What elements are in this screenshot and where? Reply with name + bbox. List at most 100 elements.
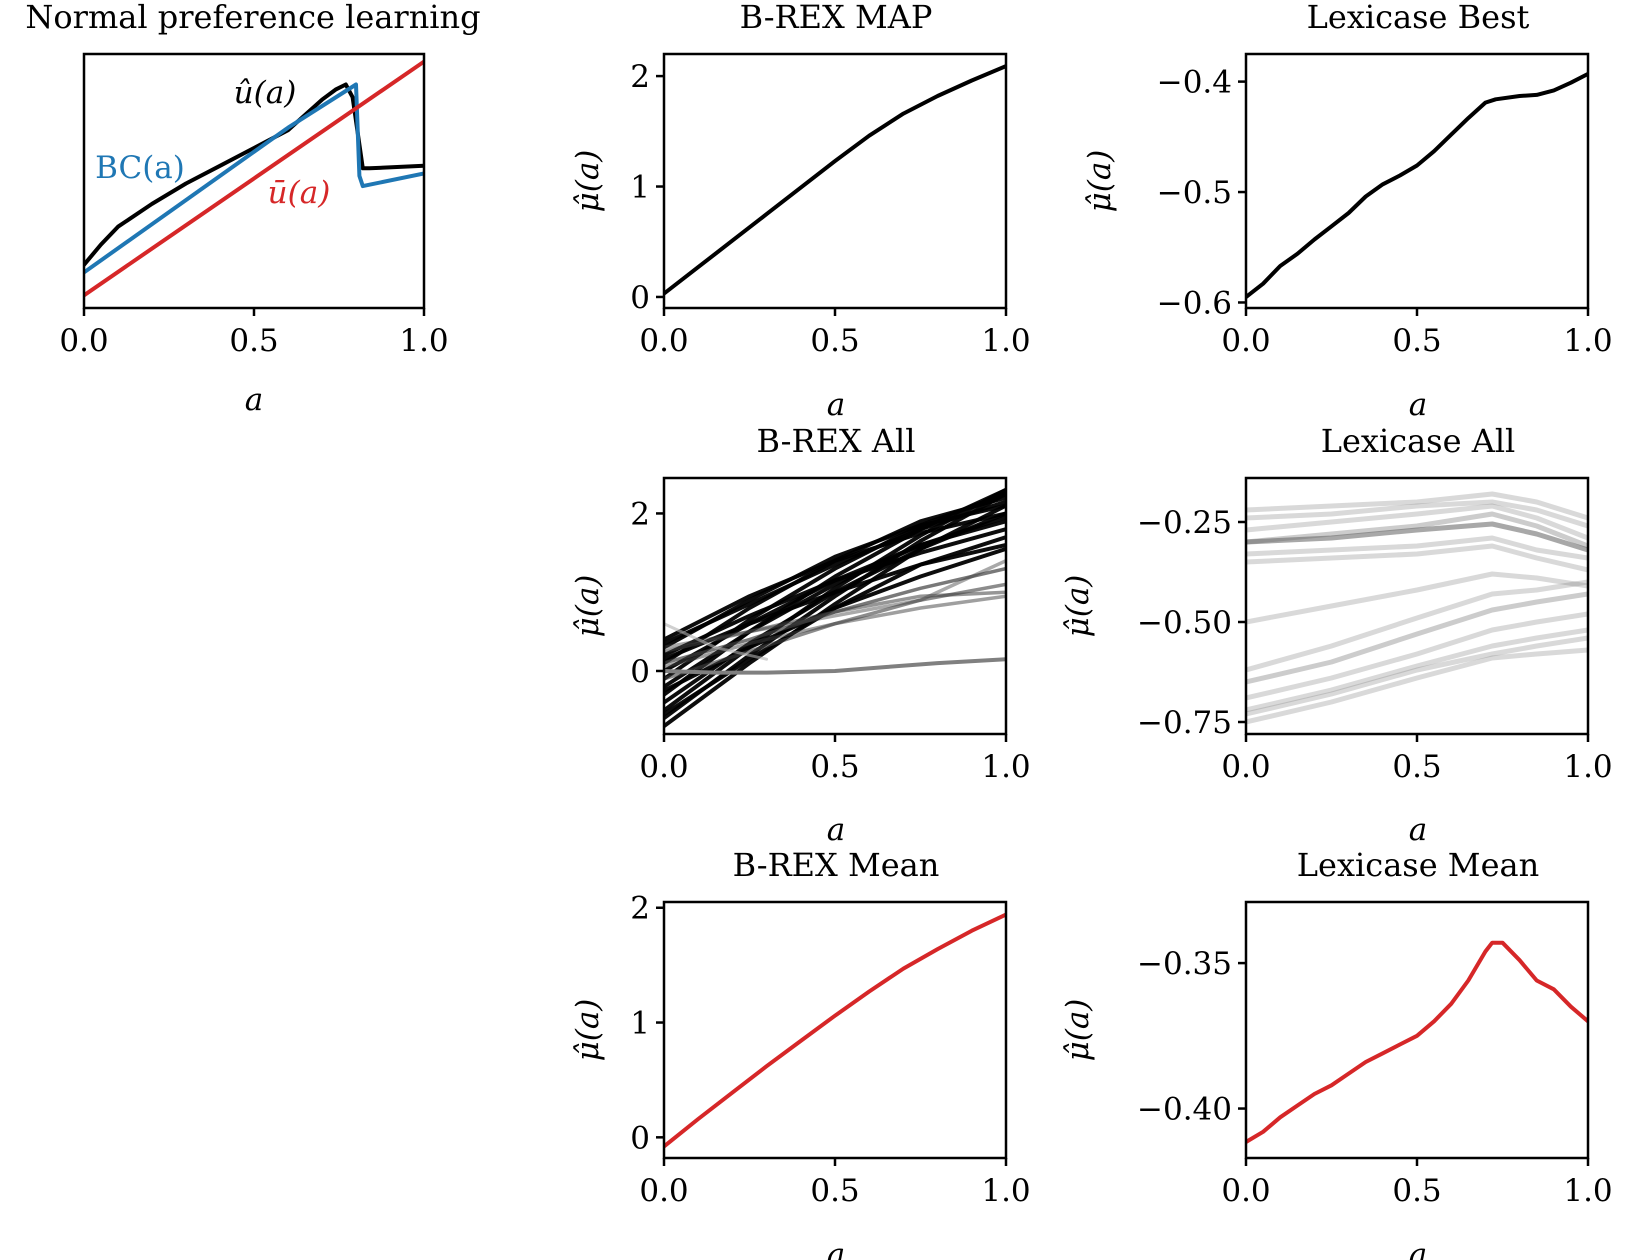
series-line-1 [1246, 71, 1588, 299]
series-line-20 [664, 594, 1006, 669]
series-line-12 [664, 527, 1006, 658]
x-axis-label: a [1409, 387, 1427, 423]
x-tick-label: 0.5 [1392, 1173, 1441, 1209]
y-tick-label: 2 [630, 891, 650, 927]
series-line-8 [1246, 571, 1588, 625]
series-line-9 [1246, 579, 1588, 673]
x-tick-label: 0.5 [1392, 749, 1441, 785]
series-line-10 [1246, 591, 1588, 685]
x-tick-label: 1.0 [1563, 323, 1612, 359]
series-line-2 [1246, 499, 1588, 529]
x-tick-label: 1.0 [1563, 749, 1612, 785]
uhat-annotation: û(a) [234, 75, 297, 111]
series-group [84, 59, 424, 298]
panel-title: B-REX Mean [733, 846, 940, 884]
series-group [664, 487, 1006, 729]
y-tick-label: −0.5 [1157, 175, 1232, 211]
y-tick-label: −0.25 [1137, 505, 1232, 541]
y-tick-label: −0.6 [1157, 285, 1232, 321]
panel-brex-all: B-REX All 0.0 0.5 1.0 0 2 a μ̂(a) [570, 422, 1031, 848]
series-line-12 [1246, 627, 1588, 713]
x-axis-label: a [827, 1237, 845, 1260]
series-group [664, 912, 1006, 1149]
panel-title: Lexicase Best [1307, 0, 1530, 36]
plot-area: 0.0 0.5 1.0 [59, 52, 449, 359]
x-tick-label: 0.0 [1221, 1173, 1270, 1209]
x-tick-label: 0.0 [59, 323, 108, 359]
x-tick-label: 0.0 [1221, 323, 1270, 359]
x-tick-label: 1.0 [981, 323, 1030, 359]
x-tick-label: 0.0 [639, 1173, 688, 1209]
series-line-16 [664, 499, 1006, 646]
x-tick-label: 0.0 [1221, 749, 1270, 785]
x-tick-label: 0.5 [229, 323, 278, 359]
plot-frame [662, 52, 1008, 310]
plot-area: 0.0 0.5 1.0 0 2 [630, 476, 1031, 785]
y-tick-label: −0.50 [1137, 605, 1232, 641]
series-line-1 [1246, 491, 1588, 521]
panel-lex-all: Lexicase All 0.0 0.5 1.0−0.75−0.50−0.25 a … [1060, 422, 1613, 848]
x-tick-label: 0.5 [810, 323, 859, 359]
ubar-annotation: ū(a) [268, 175, 331, 211]
y-axis-label: μ̂(a) [570, 575, 606, 638]
series-line-1 [1246, 940, 1588, 1144]
plot-area: 0.0 0.5 1.0 −0.6 −0.5 −0.4 [1157, 52, 1613, 359]
series-line-8 [664, 511, 1006, 642]
series-line-1 [664, 64, 1006, 296]
panel-title: Lexicase All [1321, 422, 1516, 460]
panel-title: Lexicase Mean [1297, 846, 1539, 884]
x-tick-label: 0.0 [639, 323, 688, 359]
panel-brex-map: B-REX MAP 0.0 0.5 1.0 0 1 2 a μ̂(a) [570, 0, 1031, 423]
series-group [1246, 71, 1588, 299]
x-tick-label: 0.5 [1392, 323, 1441, 359]
y-tick-label: 0 [630, 654, 650, 690]
y-axis-label: μ̂(a) [1082, 150, 1118, 213]
x-tick-label: 1.0 [981, 749, 1030, 785]
series-group [664, 64, 1006, 296]
x-tick-label: 0.0 [639, 749, 688, 785]
series-line-3 [1246, 503, 1588, 541]
panel-lex-best: Lexicase Best 0.0 0.5 1.0 −0.6 −0.5 −0.4 a μ̂… [1082, 0, 1613, 423]
series-line-11 [1246, 611, 1588, 701]
plot-area: 0.0 0.5 1.0 0 1 2 [630, 891, 1030, 1209]
x-axis-label: a [1409, 1237, 1427, 1260]
series-line-3 [84, 59, 424, 298]
y-axis-label: μ̂(a) [1060, 575, 1096, 638]
y-tick-label: −0.35 [1137, 946, 1232, 982]
panel-title: B-REX All [757, 422, 916, 460]
x-tick-label: 1.0 [1563, 1173, 1612, 1209]
x-tick-label: 0.5 [810, 1173, 859, 1209]
y-tick-label: 1 [630, 170, 650, 206]
x-axis-label: a [245, 382, 263, 418]
y-axis-label: μ̂(a) [570, 999, 606, 1062]
bc-annotation: BC(a) [95, 150, 185, 186]
y-tick-label: 1 [630, 1006, 650, 1042]
x-tick-label: 0.5 [810, 749, 859, 785]
y-tick-label: 0 [630, 1120, 650, 1156]
plot-frame [1244, 900, 1590, 1160]
x-axis-label: a [827, 812, 845, 848]
plot-area: 0.0 0.5 1.0 −0.75 −0.50 −0.25 [1137, 476, 1613, 785]
series-line-23 [664, 622, 769, 661]
x-tick-label: 1.0 [399, 323, 448, 359]
series-line-22 [664, 657, 1006, 675]
y-tick-label: −0.75 [1137, 705, 1232, 741]
series-line-1 [664, 912, 1006, 1149]
y-axis-label: μ̂(a) [570, 150, 606, 213]
series-line-4 [1246, 511, 1588, 549]
series-line-14 [1246, 635, 1588, 717]
panel-title: Normal preference learning [25, 0, 480, 36]
series-line-14 [664, 543, 1006, 662]
y-tick-label: 0 [630, 280, 650, 316]
series-group [1246, 940, 1588, 1144]
series-line-5 [1246, 521, 1588, 553]
plot-area: 0.0 0.5 1.0 0 1 2 [630, 52, 1031, 359]
x-axis-label: a [1409, 812, 1427, 848]
panel-lex-mean: Lexicase Mean 0.0 0.5 1.0 −0.40 −0.35 a μ̂(a… [1060, 846, 1613, 1260]
plot-area: 0.0 0.5 1.0 −0.40 −0.35 [1137, 900, 1613, 1209]
series-line-7 [1246, 543, 1588, 573]
panel-title: B-REX MAP [740, 0, 933, 36]
y-tick-label: −0.40 [1137, 1092, 1232, 1128]
x-tick-label: 1.0 [981, 1173, 1030, 1209]
